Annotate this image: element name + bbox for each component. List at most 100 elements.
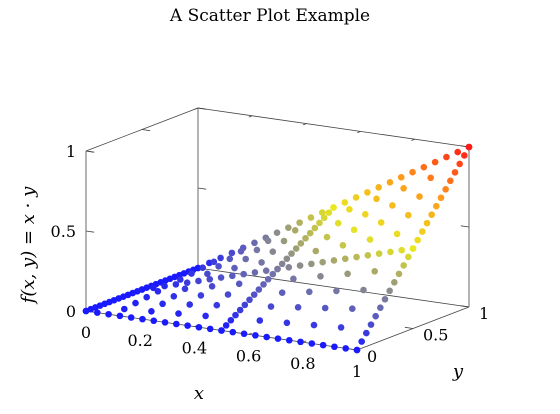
scatter-point: [292, 245, 300, 252]
scatter-point: [264, 275, 272, 283]
scatter-point: [260, 281, 267, 288]
z-tick-mark: [197, 107, 207, 110]
scatter-point: [217, 254, 224, 262]
scatter-point: [316, 219, 323, 227]
scatter-point: [170, 293, 178, 300]
scatter-point: [389, 202, 396, 209]
x-tick-label: 0.4: [182, 339, 207, 358]
scatter-point: [237, 248, 245, 255]
scatter-point: [280, 237, 288, 245]
scatter-point: [116, 312, 124, 320]
scatter-point: [393, 230, 401, 238]
scatter-point: [215, 263, 222, 270]
z-tick-mark: [85, 230, 95, 233]
scatter-point: [310, 321, 318, 329]
scatter-point: [341, 199, 349, 206]
scatter-point: [360, 286, 367, 294]
scatter-point: [320, 214, 328, 222]
scatter-point: [377, 304, 384, 312]
scatter-point: [251, 239, 258, 247]
scatter-point: [451, 169, 459, 176]
scatter-point: [325, 209, 333, 216]
scatter-point: [386, 178, 394, 186]
scatter-point: [202, 312, 209, 320]
scatter-point: [258, 259, 265, 266]
tick-marks: [85, 107, 470, 351]
scatter-point: [161, 319, 169, 326]
scatter-point: [414, 236, 421, 244]
scatter-point: [250, 291, 258, 298]
scatter-point: [409, 245, 417, 252]
scatter-point: [312, 247, 320, 255]
scatter-point: [319, 258, 326, 266]
scatter-point: [297, 338, 304, 346]
scatter-point: [317, 273, 324, 280]
axis-box: [85, 107, 470, 351]
scatter-point: [229, 328, 237, 336]
x-tick-mark: [248, 332, 253, 335]
z-axis-label: f(x, y) = x · y: [18, 186, 39, 305]
scatter-point: [319, 341, 327, 349]
scatter-point: [184, 322, 191, 329]
z-tick-label: 1: [66, 142, 76, 161]
scatter-point: [423, 219, 431, 227]
scatter-point: [173, 320, 180, 328]
scatter-point: [375, 250, 383, 257]
z-tick-mark: [197, 187, 207, 190]
scatter-point: [269, 270, 277, 278]
scatter-point: [82, 307, 90, 315]
scatter-point: [405, 253, 412, 261]
scatter-point: [339, 242, 347, 249]
scatter-point: [364, 252, 372, 259]
scatter-point: [465, 143, 473, 151]
scatter-point: [278, 289, 286, 297]
scatter-point: [232, 311, 239, 319]
scatter-point: [433, 202, 440, 210]
scatter-point: [285, 336, 293, 344]
scatter-point: [139, 315, 146, 323]
scatter-point: [353, 253, 360, 261]
scatter-point: [349, 305, 356, 313]
scatter-point: [443, 153, 450, 161]
scatter-point: [154, 288, 162, 295]
x-tick-mark: [248, 115, 253, 118]
scatter-point: [296, 262, 304, 269]
scatter-point: [350, 226, 358, 234]
scatter-point: [416, 193, 423, 200]
scatter-point: [283, 319, 291, 327]
y-tick-label: 0: [367, 347, 377, 366]
scatter-point: [291, 227, 299, 234]
scatter-point: [398, 246, 406, 254]
x-tick-mark: [302, 123, 307, 126]
scatter-point: [371, 268, 379, 275]
scatter-point: [420, 163, 428, 171]
scatter-point: [206, 275, 214, 283]
scatter-point: [93, 309, 101, 316]
scatter-point: [431, 158, 439, 166]
scatter-point: [375, 184, 382, 191]
scatter-point: [321, 304, 329, 312]
scatter-point: [306, 288, 313, 296]
scatter-point: [267, 303, 275, 310]
x-tick-label: 0.8: [290, 354, 315, 373]
scatter-point: [342, 345, 350, 352]
scatter-point: [204, 270, 211, 278]
scatter-point: [437, 194, 445, 202]
scatter-point: [386, 287, 393, 295]
scatter-point: [297, 240, 305, 247]
scatter-point: [308, 340, 316, 347]
scatter-point: [330, 257, 338, 264]
scatter-point: [195, 277, 202, 285]
scatter-point: [352, 194, 360, 201]
scatter-point: [362, 211, 369, 218]
scatter-point: [224, 291, 232, 298]
scatter-point: [367, 321, 375, 328]
scatter-point: [373, 195, 380, 203]
y-tick-mark: [141, 129, 151, 132]
scatter-point: [175, 310, 182, 317]
x-axis-label: x: [194, 383, 204, 404]
x-tick-mark: [411, 138, 415, 141]
z-tick-mark: [460, 305, 470, 308]
scatter-point: [235, 280, 243, 288]
